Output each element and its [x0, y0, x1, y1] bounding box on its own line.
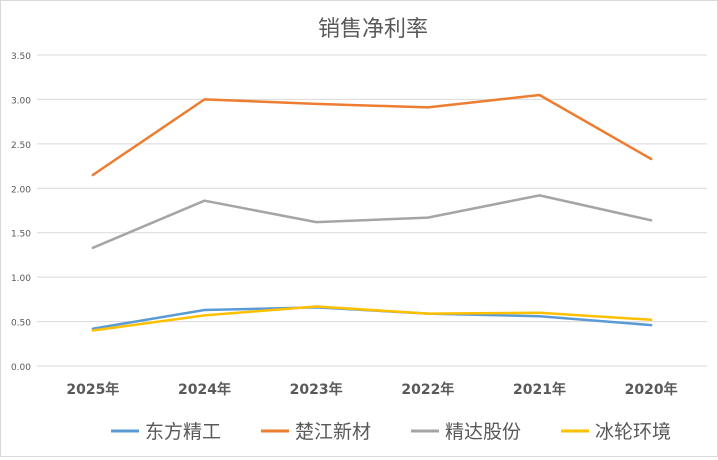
- x-axis-ticks: 2025年 2024年 2023年 2022年 2021年 2020年: [66, 381, 677, 398]
- legend-label: 精达股份: [445, 421, 521, 443]
- y-tick-label: 3.00: [11, 96, 31, 106]
- x-tick-label: 2025年: [66, 381, 119, 398]
- x-tick-label: 2022年: [401, 381, 454, 398]
- series-line: [91, 305, 653, 332]
- y-tick-label: 1.00: [11, 274, 31, 284]
- y-tick-label: 0.50: [11, 319, 31, 329]
- gridlines: [37, 54, 707, 367]
- series-line: [91, 93, 653, 177]
- y-axis-ticks: 0.00 0.50 1.00 1.50 2.00 2.50 3.00 3.50: [11, 52, 31, 373]
- x-tick-label: 2020年: [625, 381, 678, 398]
- x-tick-label: 2021年: [513, 381, 566, 398]
- x-tick-label: 2024年: [178, 381, 231, 398]
- x-tick-label: 2023年: [290, 381, 343, 398]
- legend-label: 楚江新材: [295, 421, 371, 443]
- legend-label: 东方精工: [145, 421, 221, 443]
- series-line: [91, 194, 653, 250]
- y-tick-label: 2.50: [11, 141, 31, 151]
- y-tick-label: 2.00: [11, 185, 31, 195]
- y-tick-label: 3.50: [11, 52, 31, 62]
- legend: 东方精工 楚江新材 精达股份 冰轮环境: [111, 421, 671, 443]
- chart-title: 销售净利率: [318, 17, 428, 42]
- y-tick-label: 0.00: [11, 363, 31, 373]
- legend-label: 冰轮环境: [595, 421, 671, 443]
- series-lines: [91, 93, 653, 332]
- y-tick-label: 1.50: [11, 230, 31, 240]
